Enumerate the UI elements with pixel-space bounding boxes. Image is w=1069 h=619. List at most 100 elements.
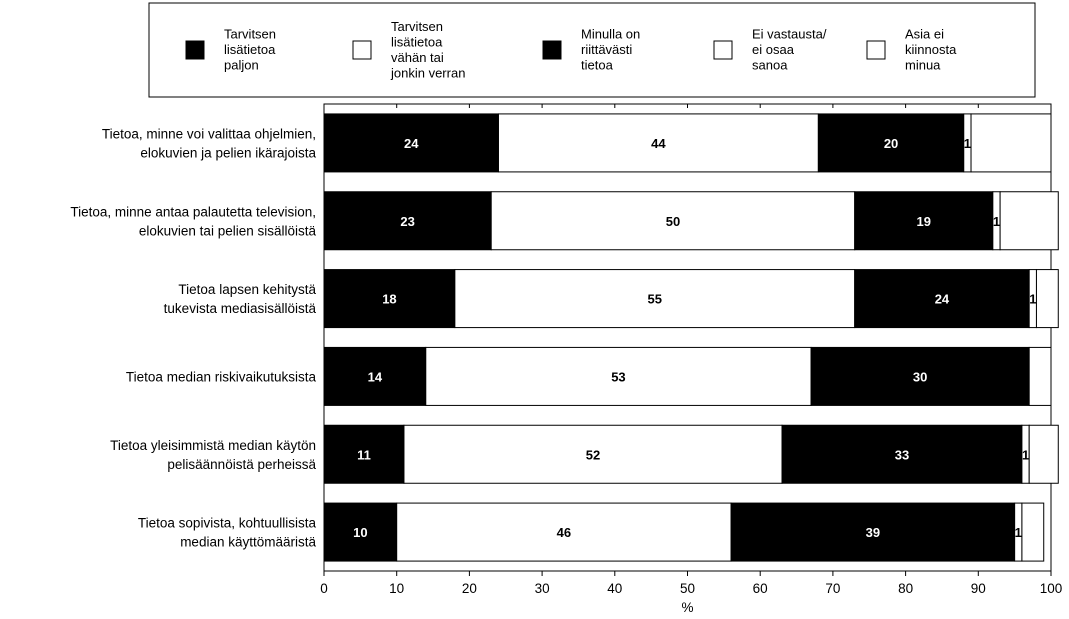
data-label: 24 (404, 136, 419, 151)
category-label-line: elokuvien ja pelien ikärajoista (140, 145, 316, 160)
category-label: Tietoa sopivista, kohtuullisista median k… (138, 516, 317, 550)
x-tick-label: 20 (462, 581, 477, 596)
data-label: 33 (895, 447, 909, 462)
x-tick-label: 100 (1040, 581, 1063, 596)
x-tick-label: 90 (971, 581, 986, 596)
legend-label-line: vähän tai (391, 50, 444, 65)
category-label-line: Tietoa yleisimmistä median käytön (110, 438, 316, 453)
data-label: 18 (382, 292, 396, 307)
data-label: 19 (917, 214, 931, 229)
bar-segment (323, 113, 499, 173)
legend-label-line: riittävästi (581, 42, 632, 57)
category-label: Tietoa median riskivaikutuksista (126, 369, 317, 384)
category-label-line: tukevista mediasisällöistä (164, 301, 317, 316)
legend-label: Minulla on riittävästi tietoa (581, 27, 640, 73)
x-tick-label: 60 (753, 581, 768, 596)
bar-segment (323, 424, 405, 484)
data-label: 50 (666, 214, 680, 229)
legend-label-line: paljon (224, 58, 259, 73)
legend-label-line: minua (905, 58, 941, 73)
legend-frame (148, 2, 1036, 98)
bar-segment (817, 113, 965, 173)
data-label: 53 (611, 369, 625, 384)
bar-segment (854, 191, 994, 251)
category-label-line: Tietoa, minne voi valittaa ohjelmien, (102, 126, 316, 141)
legend-label: Asia ei kiinnosta minua (905, 27, 957, 73)
data-label: 30 (913, 369, 927, 384)
legend-label: Ei vastausta/ei osaa sanoa (752, 27, 827, 73)
legend-label-line: Tarvitsen (391, 19, 443, 34)
bar-segment (1021, 502, 1045, 562)
category-label-line: median käyttömääristä (180, 535, 316, 550)
data-label: 1 (993, 214, 1000, 229)
legend-label: Tarvitsen lisätietoa paljon (224, 27, 276, 73)
category-label: Tietoa lapsen kehitystä tukevista mediasi… (164, 282, 317, 316)
category-label-line: Tietoa, minne antaa palautetta televisio… (70, 204, 316, 219)
data-label: 1 (964, 136, 971, 151)
x-tick-label: 40 (607, 581, 622, 596)
category-label-line: Tietoa sopivista, kohtuullisista (138, 516, 317, 531)
legend-label-line: jonkin verran (390, 65, 465, 80)
data-label: 11 (357, 447, 371, 462)
category-label-line: pelisäännöistä perheissä (167, 457, 316, 472)
data-label: 46 (557, 525, 571, 540)
legend-swatch (713, 40, 733, 60)
category-label: Tietoa, minne voi valittaa ohjelmien, elo… (102, 126, 317, 160)
bar-segment (1028, 424, 1059, 484)
category-label: Tietoa yleisimmistä median käytön pelisää… (110, 438, 316, 472)
legend-label-line: lisätietoa (391, 34, 443, 49)
plot-frame (323, 103, 1052, 572)
legend-swatch (542, 40, 562, 60)
legend-label-line: Asia ei (905, 27, 944, 42)
bar-segment (323, 191, 492, 251)
bar-segment (781, 424, 1023, 484)
x-tick-label: 10 (389, 581, 404, 596)
legend-label: Tarvitsen lisätietoa vähän tai jonkin verra… (390, 19, 465, 81)
x-tick-label: 50 (680, 581, 695, 596)
data-label: 20 (884, 136, 898, 151)
bar-segment (1035, 269, 1059, 329)
data-label: 39 (866, 525, 880, 540)
legend-swatch (866, 40, 886, 60)
legend-label-line: Tarvitsen (224, 27, 276, 42)
data-label: 1 (1015, 525, 1022, 540)
x-tick-label: 0 (320, 581, 328, 596)
data-label: 14 (368, 369, 383, 384)
bar-segment (396, 502, 732, 562)
data-label: 1 (1022, 447, 1029, 462)
data-label: 55 (648, 292, 662, 307)
legend-label-line: lisätietoa (224, 42, 276, 57)
legend-swatch (352, 40, 372, 60)
legend-label-line: tietoa (581, 58, 614, 73)
category-label-line: Tietoa lapsen kehitystä (178, 282, 316, 297)
legend-label-line: Ei vastausta/ (752, 27, 827, 42)
bar-segment (999, 191, 1059, 251)
legend-label-line: Minulla on (581, 27, 640, 42)
data-label: 23 (400, 214, 414, 229)
data-label: 52 (586, 447, 600, 462)
data-label: 1 (1029, 292, 1036, 307)
x-tick-label: 80 (898, 581, 913, 596)
bar-segment (425, 346, 812, 406)
bar-segment (403, 424, 783, 484)
bar-segment (490, 191, 856, 251)
category-label: Tietoa, minne antaa palautetta televisio… (70, 204, 316, 238)
legend-label-line: ei osaa (752, 42, 795, 57)
bar-segment (730, 502, 1016, 562)
bar-segment (970, 113, 1052, 173)
plot-area: 24 44 20 1 Tietoa, minne voi valittaa ohjelm… (70, 103, 1059, 572)
legend-swatch (185, 40, 205, 60)
x-tick-label: 70 (825, 581, 840, 596)
data-label: 10 (353, 525, 367, 540)
data-label: 44 (651, 136, 666, 151)
legend-label-line: kiinnosta (905, 42, 957, 57)
category-label-line: Tietoa median riskivaikutuksista (126, 369, 317, 384)
x-axis-title: % (681, 600, 693, 615)
bar-segment (323, 346, 427, 406)
data-label: 24 (935, 292, 950, 307)
legend-label-line: sanoa (752, 58, 788, 73)
category-label-line: elokuvien tai pelien sisällöistä (139, 223, 317, 238)
bar-segment (1028, 346, 1052, 406)
